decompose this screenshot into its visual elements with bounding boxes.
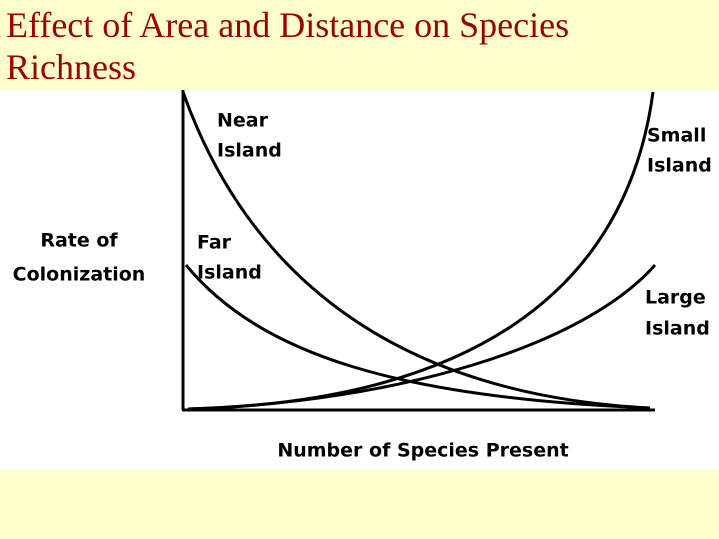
curve-label: Large xyxy=(645,287,706,309)
x-axis-label: Number of Species Present xyxy=(277,440,568,462)
y-axis-label: Colonization xyxy=(13,264,146,286)
curve-label: Island xyxy=(197,262,262,284)
near-island-curve xyxy=(181,91,651,410)
curve-label: Island xyxy=(647,155,712,177)
curve-label: Island xyxy=(645,318,710,340)
curve-label: Island xyxy=(217,140,282,162)
curve-label: Small xyxy=(647,125,706,147)
large-island-curve xyxy=(187,264,657,411)
far-island-curve xyxy=(184,264,651,410)
y-axis-label: Rate of xyxy=(40,230,118,252)
curve-label: Near xyxy=(217,110,269,132)
curve-label: Far xyxy=(197,232,232,254)
slide-title: Effect of Area and Distance on Species R… xyxy=(6,5,570,87)
